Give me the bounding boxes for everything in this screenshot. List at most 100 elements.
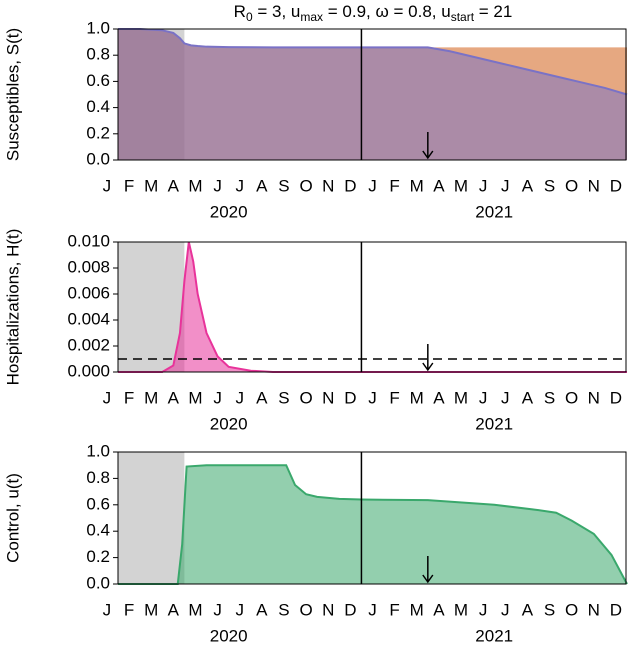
x-tick-label: D: [610, 600, 622, 619]
y-tick-label: 0.8: [86, 45, 110, 64]
line: [118, 28, 628, 96]
x-tick-label: F: [124, 600, 134, 619]
x-tick-label: D: [344, 600, 356, 619]
x-tick-label: S: [544, 176, 555, 195]
x-tick-label: D: [344, 388, 356, 407]
plot-frame: [117, 28, 627, 161]
x-tick-label: A: [433, 600, 445, 619]
x-tick-label: J: [213, 176, 222, 195]
year-label: 2021: [475, 626, 513, 645]
x-tick-label: O: [565, 388, 578, 407]
x-tick-label: O: [565, 600, 578, 619]
x-tick-label: D: [344, 176, 356, 195]
x-tick-label: M: [410, 600, 424, 619]
x-tick-label: J: [368, 600, 377, 619]
title-part: start: [451, 10, 475, 24]
y-tick-label: 0.000: [67, 361, 110, 380]
x-tick-label: S: [278, 388, 289, 407]
x-tick-label: A: [433, 388, 445, 407]
arrow: [422, 344, 434, 372]
y-tick-label: 0.002: [67, 335, 110, 354]
shaded-period: [118, 452, 185, 584]
y-tick-label: 0.2: [86, 123, 110, 142]
area: [118, 242, 627, 372]
x-tick-label: J: [368, 176, 377, 195]
x-tick-label: M: [410, 176, 424, 195]
x-tick-label: S: [278, 176, 289, 195]
y-axis-label: Control, u(t): [3, 473, 22, 563]
x-tick-label: A: [168, 176, 180, 195]
x-tick-label: A: [256, 600, 268, 619]
y-tick-label: 0.010: [67, 231, 110, 250]
x-tick-label: A: [256, 388, 268, 407]
year-label: 2020: [210, 202, 248, 221]
title-part: = 3, u: [253, 2, 301, 21]
arrow: [422, 132, 434, 160]
x-tick-label: J: [235, 600, 244, 619]
chart-title: R0 = 3, umax = 0.9, ω = 0.8, ustart = 21: [234, 2, 513, 24]
x-tick-label: O: [565, 176, 578, 195]
y-tick-label: 0.006: [67, 283, 110, 302]
year-label: 2020: [210, 626, 248, 645]
year-label: 2021: [475, 414, 513, 433]
area: [118, 465, 627, 584]
x-tick-label: A: [168, 600, 180, 619]
x-tick-label: J: [501, 600, 510, 619]
title-part: = 21: [474, 2, 512, 21]
title-part: max: [300, 10, 323, 24]
x-tick-label: N: [322, 600, 334, 619]
x-tick-label: J: [213, 600, 222, 619]
x-tick-label: A: [522, 388, 534, 407]
area: [118, 29, 627, 160]
arrow: [422, 556, 434, 584]
title-part: R: [234, 2, 246, 21]
x-tick-label: O: [299, 176, 312, 195]
x-tick-label: M: [188, 176, 202, 195]
x-tick-label: A: [168, 388, 180, 407]
y-tick-label: 0.4: [86, 521, 110, 540]
x-tick-label: M: [144, 176, 158, 195]
y-axis-label: Hospitalizations, H(t): [3, 229, 22, 386]
x-tick-label: A: [522, 600, 534, 619]
x-tick-label: A: [256, 176, 268, 195]
x-tick-label: M: [454, 600, 468, 619]
y-tick-label: 0.4: [86, 97, 110, 116]
x-tick-label: F: [389, 600, 399, 619]
x-tick-label: J: [103, 388, 112, 407]
year-label: 2020: [210, 414, 248, 433]
x-tick-label: J: [479, 600, 488, 619]
x-tick-label: M: [410, 388, 424, 407]
x-tick-label: A: [522, 176, 534, 195]
x-tick-label: F: [124, 388, 134, 407]
x-tick-label: S: [544, 388, 555, 407]
x-tick-label: J: [235, 176, 244, 195]
year-label: 2021: [475, 202, 513, 221]
x-tick-label: M: [188, 600, 202, 619]
y-tick-label: 0.008: [67, 257, 110, 276]
x-tick-label: M: [454, 176, 468, 195]
y-tick-label: 1.0: [86, 18, 110, 37]
title-part: 0: [246, 10, 253, 24]
y-tick-label: 0.6: [86, 71, 110, 90]
x-tick-label: D: [610, 388, 622, 407]
shaded-period: [118, 242, 185, 372]
y-tick-label: 0.0: [86, 149, 110, 168]
x-tick-label: F: [389, 388, 399, 407]
x-tick-label: M: [144, 600, 158, 619]
x-tick-label: D: [610, 176, 622, 195]
y-tick-label: 0.0: [86, 573, 110, 592]
y-tick-label: 1.0: [86, 441, 110, 460]
x-tick-label: J: [501, 388, 510, 407]
x-tick-label: N: [322, 176, 334, 195]
x-tick-label: J: [479, 176, 488, 195]
x-tick-label: J: [368, 388, 377, 407]
x-tick-label: M: [454, 388, 468, 407]
y-tick-label: 0.6: [86, 494, 110, 513]
x-tick-label: S: [278, 600, 289, 619]
title-part: = 0.9, ω = 0.8, u: [323, 2, 451, 21]
x-tick-label: J: [103, 176, 112, 195]
y-tick-label: 0.8: [86, 468, 110, 487]
x-tick-label: M: [144, 388, 158, 407]
x-tick-label: N: [588, 388, 600, 407]
